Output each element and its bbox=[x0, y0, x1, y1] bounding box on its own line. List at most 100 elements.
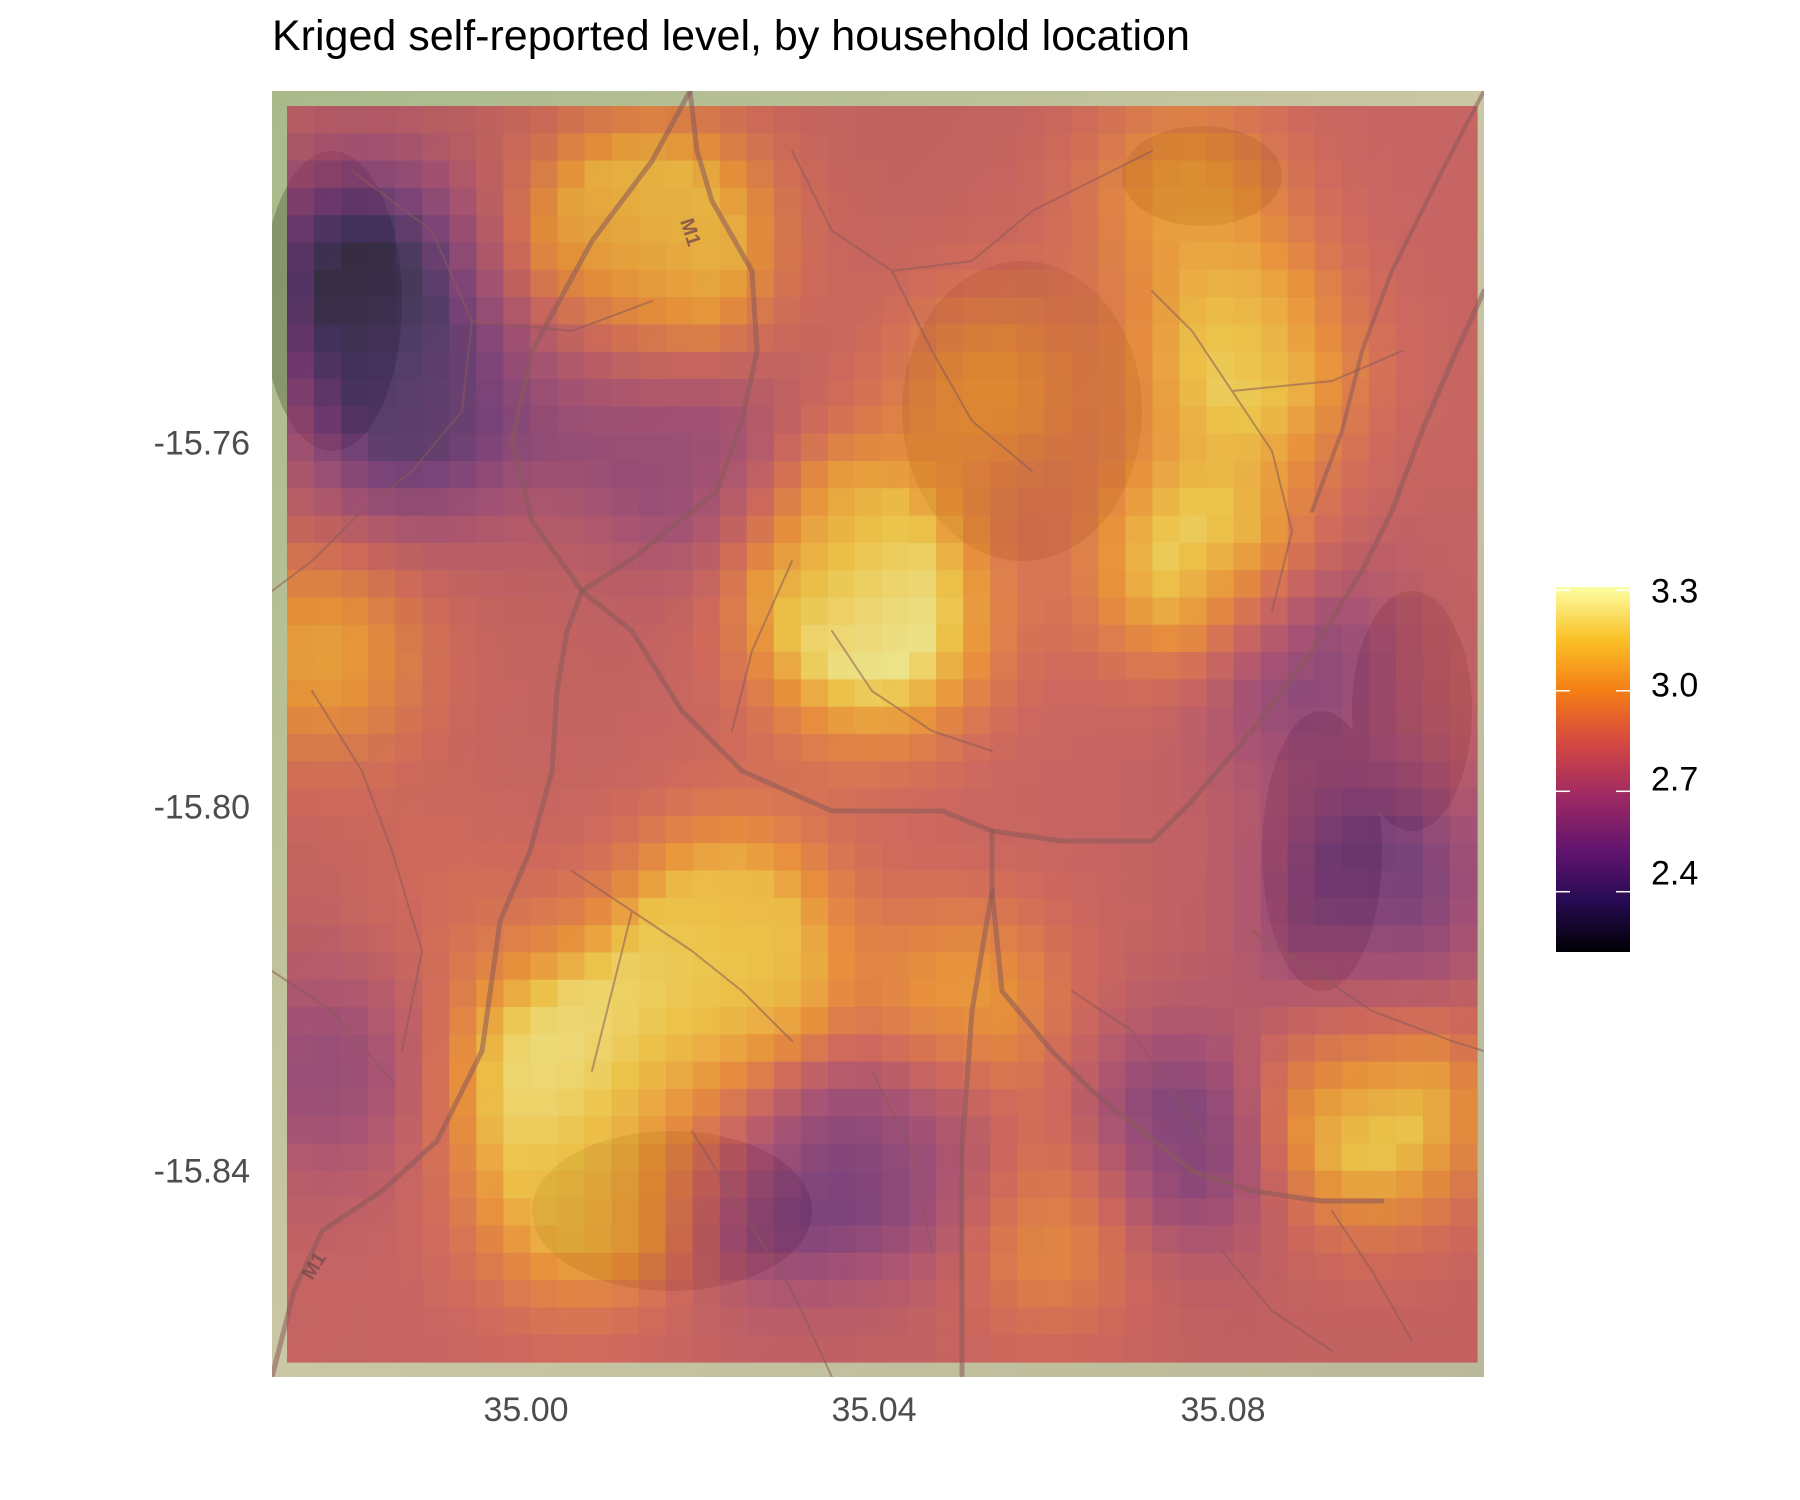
heat-cell bbox=[909, 351, 937, 380]
heat-cell bbox=[611, 870, 640, 899]
heat-cell bbox=[692, 897, 721, 926]
heat-cell bbox=[827, 597, 856, 626]
heat-cell bbox=[909, 433, 937, 462]
heat-cell bbox=[1044, 1334, 1072, 1363]
heat-cell bbox=[1125, 870, 1154, 899]
heat-cell bbox=[1125, 897, 1154, 926]
heat-cell bbox=[719, 297, 748, 326]
heat-cell bbox=[1044, 843, 1072, 872]
heat-cell bbox=[422, 1307, 450, 1336]
heat-cell bbox=[1125, 406, 1154, 435]
heat-cell bbox=[449, 925, 477, 954]
heat-cell bbox=[882, 242, 910, 271]
heat-cell bbox=[1422, 597, 1451, 626]
heat-cell bbox=[909, 597, 937, 626]
heat-cell bbox=[1206, 1088, 1235, 1117]
heat-cell bbox=[314, 133, 342, 162]
heat-cell bbox=[854, 870, 883, 899]
heat-cell bbox=[530, 1225, 559, 1254]
heat-cell bbox=[665, 815, 694, 844]
heat-cell bbox=[990, 515, 1018, 544]
heat-cell bbox=[422, 106, 450, 134]
heat-cell bbox=[1341, 1225, 1370, 1254]
heat-cell bbox=[882, 597, 910, 626]
heat-cell bbox=[476, 1116, 504, 1145]
heat-cell bbox=[1449, 952, 1478, 981]
heat-cell bbox=[1152, 542, 1181, 571]
heat-cell bbox=[854, 1334, 883, 1363]
heat-cell bbox=[1044, 269, 1072, 298]
heat-cell bbox=[476, 870, 504, 899]
heat-cell bbox=[990, 788, 1018, 817]
heat-cell bbox=[368, 1334, 396, 1363]
heat-cell bbox=[827, 652, 856, 680]
heat-cell bbox=[611, 433, 640, 462]
heat-cell bbox=[1071, 133, 1099, 162]
heat-cell bbox=[1314, 297, 1343, 326]
heat-cell bbox=[611, 488, 640, 517]
heat-cell bbox=[1071, 1034, 1099, 1063]
heat-cell bbox=[665, 297, 694, 326]
heat-cell bbox=[1422, 133, 1451, 162]
heat-cell bbox=[584, 1280, 613, 1308]
heat-cell bbox=[476, 597, 504, 626]
heat-cell bbox=[1233, 515, 1262, 544]
heat-cell bbox=[1260, 624, 1289, 653]
heat-cell bbox=[1233, 679, 1262, 708]
heat-cell bbox=[909, 652, 937, 680]
heat-cell bbox=[665, 269, 694, 298]
heat-cell bbox=[422, 570, 450, 599]
heat-cell bbox=[449, 843, 477, 872]
heat-cell bbox=[287, 570, 315, 599]
heat-cell bbox=[1314, 925, 1343, 954]
heat-cell bbox=[746, 897, 775, 926]
heat-cell bbox=[314, 1061, 342, 1090]
heat-cell bbox=[854, 542, 883, 571]
heat-cell bbox=[827, 624, 856, 653]
heat-cell bbox=[449, 1225, 477, 1254]
heat-cell bbox=[1098, 952, 1127, 981]
heat-cell bbox=[719, 379, 748, 407]
heat-cell bbox=[1314, 1307, 1343, 1336]
heat-cell bbox=[1044, 106, 1072, 134]
heat-cell bbox=[773, 815, 802, 844]
heat-cell bbox=[827, 379, 856, 407]
heat-cell bbox=[719, 351, 748, 380]
heat-cell bbox=[1044, 1225, 1072, 1254]
heat-cell bbox=[1287, 297, 1316, 326]
heat-cell bbox=[882, 624, 910, 653]
heat-cell bbox=[422, 979, 450, 1008]
heat-cell bbox=[963, 870, 991, 899]
heat-cell bbox=[395, 1252, 423, 1281]
heat-cell bbox=[1260, 406, 1289, 435]
heat-cell bbox=[909, 1307, 937, 1336]
heat-cell bbox=[800, 570, 829, 599]
heat-cell bbox=[909, 488, 937, 517]
heat-cell bbox=[611, 1034, 640, 1063]
heat-cell bbox=[1287, 706, 1316, 735]
y-tick-label: -15.76 bbox=[153, 424, 250, 463]
heat-cell bbox=[1368, 1034, 1397, 1063]
heat-cell bbox=[1368, 979, 1397, 1008]
heat-cell bbox=[1368, 1307, 1397, 1336]
heat-cell bbox=[422, 269, 450, 298]
heat-cell bbox=[1125, 734, 1154, 762]
heat-cell bbox=[827, 870, 856, 899]
heat-cell bbox=[530, 1252, 559, 1281]
heat-cell bbox=[990, 597, 1018, 626]
heat-cell bbox=[1044, 488, 1072, 517]
heat-cell bbox=[368, 652, 396, 680]
heat-cell bbox=[503, 1334, 532, 1363]
heat-cell bbox=[692, 269, 721, 298]
heat-cell bbox=[1071, 1116, 1099, 1145]
heat-cell bbox=[1044, 870, 1072, 899]
heat-cell bbox=[719, 1307, 748, 1336]
heat-cell bbox=[719, 870, 748, 899]
heat-cell bbox=[773, 652, 802, 680]
heat-cell bbox=[341, 1252, 369, 1281]
heat-cell bbox=[963, 679, 991, 708]
heat-cell bbox=[1314, 106, 1343, 134]
heat-cell bbox=[395, 815, 423, 844]
heat-cell bbox=[773, 1170, 802, 1199]
heat-cell bbox=[1368, 324, 1397, 353]
